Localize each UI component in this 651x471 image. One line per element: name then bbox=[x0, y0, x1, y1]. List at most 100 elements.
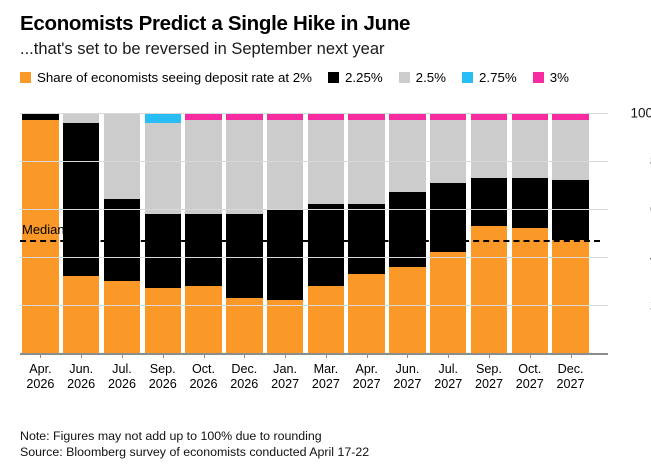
x-axis-label-month: Jan. bbox=[273, 362, 297, 376]
legend-label: Share of economists seeing deposit rate … bbox=[37, 70, 312, 85]
x-axis-label: Dec. 2026 bbox=[226, 362, 262, 391]
bar-segment bbox=[430, 113, 467, 121]
x-axis-tick bbox=[489, 353, 490, 358]
bar-segment bbox=[511, 228, 548, 353]
x-axis-label-month: Sep. bbox=[149, 362, 176, 376]
legend-swatch-275pct bbox=[461, 72, 473, 84]
legend-swatch-3pct bbox=[532, 72, 544, 84]
x-axis-label: Dec. 2027 bbox=[552, 362, 588, 391]
x-axis-label-year: 2026 bbox=[148, 376, 177, 391]
bar-segment bbox=[470, 120, 508, 178]
x-axis-label-year: 2027 bbox=[393, 376, 422, 391]
bar-column[interactable] bbox=[144, 113, 181, 353]
footer-source: Source: Bloomberg survey of economists c… bbox=[20, 445, 370, 459]
bar-column[interactable] bbox=[470, 113, 508, 353]
chart-plot-area: 020406080100%Median bbox=[20, 106, 651, 354]
x-axis-label: Jul. 2027 bbox=[430, 362, 466, 391]
bar-segment bbox=[348, 273, 385, 353]
bar-segment bbox=[552, 240, 589, 353]
bar-segment bbox=[226, 113, 263, 121]
x-axis-label: Jun. 2027 bbox=[389, 362, 425, 391]
bar-segment bbox=[430, 252, 467, 353]
x-axis-label-month: Dec. bbox=[557, 362, 584, 376]
bar-segment bbox=[430, 120, 467, 183]
bar-segment bbox=[103, 113, 141, 200]
legend-item: 2.5% bbox=[398, 70, 446, 85]
x-axis-tick bbox=[285, 353, 286, 358]
bar-column[interactable] bbox=[266, 113, 304, 353]
bar-segment bbox=[185, 213, 222, 286]
bar-column[interactable] bbox=[430, 113, 467, 353]
bar-segment bbox=[307, 120, 345, 205]
bar-column[interactable] bbox=[62, 113, 100, 353]
bar-segment bbox=[470, 113, 508, 121]
median-line bbox=[20, 240, 600, 243]
bar-column[interactable] bbox=[389, 113, 426, 353]
bar-segment bbox=[226, 213, 263, 298]
x-axis-tick bbox=[530, 353, 531, 358]
x-axis-label-year: 2027 bbox=[515, 376, 544, 391]
bar-segment bbox=[307, 113, 345, 121]
page-subtitle: ...that's set to be reversed in Septembe… bbox=[20, 40, 385, 58]
x-axis-label-month: Mar. bbox=[313, 362, 339, 376]
bar-segment bbox=[348, 113, 385, 121]
bar-column[interactable] bbox=[348, 113, 385, 353]
y-axis-tick-label: 80 bbox=[617, 154, 651, 169]
bar-segment bbox=[266, 120, 304, 210]
legend-item: Share of economists seeing deposit rate … bbox=[20, 71, 312, 84]
bar-column[interactable] bbox=[103, 113, 141, 353]
y-axis-tick-label: 40 bbox=[617, 250, 651, 265]
bar-column[interactable] bbox=[511, 113, 548, 353]
x-axis-label-year: 2026 bbox=[107, 376, 136, 391]
legend-label: 3% bbox=[549, 70, 569, 85]
gridline bbox=[20, 113, 608, 114]
bar-segment bbox=[511, 113, 548, 121]
gridline bbox=[20, 257, 608, 258]
x-axis-label: Sep. 2027 bbox=[471, 362, 507, 391]
bar-segment bbox=[185, 285, 222, 353]
legend-label: 2.5% bbox=[415, 70, 446, 85]
x-axis-label-year: 2027 bbox=[556, 376, 585, 391]
bar-segment bbox=[226, 297, 263, 353]
x-axis-tick bbox=[367, 353, 368, 358]
x-axis-label: Jul. 2026 bbox=[104, 362, 140, 391]
legend-label: 2.75% bbox=[478, 70, 517, 85]
bar-column[interactable] bbox=[552, 113, 589, 353]
bar-segment bbox=[62, 122, 100, 277]
bar-segment bbox=[389, 266, 426, 353]
bar-segment bbox=[552, 120, 589, 181]
legend-swatch-25pct bbox=[398, 72, 410, 84]
x-axis-tick bbox=[81, 353, 82, 358]
x-axis-label: Jan. 2027 bbox=[267, 362, 303, 391]
footer-notes: Note: Figures may not add up to 100% due… bbox=[20, 428, 369, 460]
bar-segment bbox=[22, 113, 59, 121]
bar-column[interactable] bbox=[226, 113, 263, 353]
bar-segment bbox=[185, 120, 222, 214]
bar-column[interactable] bbox=[185, 113, 222, 353]
x-axis-tick bbox=[204, 353, 205, 358]
x-axis-label: Apr. 2027 bbox=[348, 362, 384, 391]
bar-segment bbox=[144, 288, 181, 353]
x-axis-label: Apr. 2026 bbox=[22, 362, 58, 391]
x-axis-label-year: 2027 bbox=[474, 376, 503, 391]
x-axis-tick bbox=[40, 353, 41, 358]
bar-segment bbox=[62, 276, 100, 353]
bar-segment bbox=[266, 209, 304, 301]
bar-segment bbox=[266, 113, 304, 121]
bar-segment bbox=[552, 113, 589, 121]
legend-item: 2.25% bbox=[327, 70, 383, 85]
x-axis-label-month: Apr. bbox=[29, 362, 52, 376]
x-axis-labels: Apr. 2026 Jun. 2026 Jul. 2026 Sep. 2026 Oct. 2026… bbox=[20, 362, 591, 391]
bar-column[interactable] bbox=[307, 113, 345, 353]
bar-segment bbox=[62, 113, 100, 123]
x-axis-tick bbox=[326, 353, 327, 358]
bar-column[interactable] bbox=[22, 113, 59, 353]
legend-label: 2.25% bbox=[344, 70, 383, 85]
x-axis-tick bbox=[407, 353, 408, 358]
x-axis-label-year: 2026 bbox=[67, 376, 96, 391]
x-axis-label: Oct. 2026 bbox=[185, 362, 221, 391]
x-axis-tick bbox=[571, 353, 572, 358]
legend-item: 2.75% bbox=[461, 70, 517, 85]
x-axis-tick bbox=[163, 353, 164, 358]
